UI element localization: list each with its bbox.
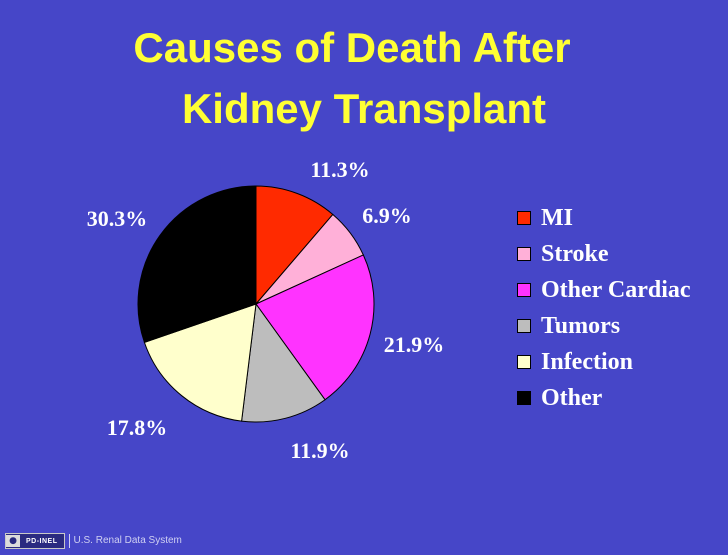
data-label-other-cardiac: 21.9% [384, 332, 445, 357]
pd-logo-icon: ● [6, 535, 20, 547]
pie-slice-other [137, 185, 257, 343]
data-label-infection: 17.8% [107, 415, 168, 440]
data-label-stroke: 6.9% [362, 203, 412, 228]
legend-swatch-other-cardiac [517, 283, 531, 297]
data-label-mi: 11.3% [310, 157, 369, 182]
legend-item-mi: MI [517, 200, 691, 236]
pie-slice-mi [255, 185, 334, 306]
legend-label-infection: Infection [541, 348, 633, 375]
legend-swatch-mi [517, 211, 531, 225]
legend-item-tumors: Tumors [517, 308, 691, 344]
footer: ● PD-INEL U.S. Renal Data System [5, 533, 182, 549]
pd-logo-text: PD-INEL [26, 537, 58, 545]
source-credit: U.S. Renal Data System [68, 534, 182, 548]
data-label-tumors: 11.9% [290, 438, 349, 463]
legend-item-other-cardiac: Other Cardiac [517, 272, 691, 308]
legend-item-stroke: Stroke [517, 236, 691, 272]
pie-slice-tumors [241, 302, 326, 423]
legend-item-other: Other [517, 380, 691, 416]
legend-swatch-stroke [517, 247, 531, 261]
legend-label-tumors: Tumors [541, 312, 621, 339]
legend-item-infection: Infection [517, 344, 691, 380]
legend-swatch-tumors [517, 319, 531, 333]
legend-swatch-other [517, 391, 531, 405]
slide-title-line-2: Kidney Transplant [181, 85, 547, 132]
chart-legend: MI Stroke Other Cardiac Tumors Infection Othe… [517, 200, 691, 416]
data-label-other: 30.3% [87, 206, 148, 231]
legend-swatch-infection [517, 355, 531, 369]
legend-label-mi: MI [541, 204, 573, 231]
legend-label-stroke: Stroke [541, 240, 609, 267]
pie-labels: 11.3% 6.9% 21.9% 11.9% 17.8% 30.3% [87, 157, 445, 463]
pie-slice-other-cardiac [255, 254, 375, 401]
pie-slices [137, 185, 375, 423]
legend-label-other-cardiac: Other Cardiac [541, 276, 691, 303]
pd-inel-logo: ● PD-INEL [5, 533, 65, 549]
slide-title-line-1: Causes of Death After [133, 24, 571, 71]
legend-label-other: Other [541, 384, 603, 411]
